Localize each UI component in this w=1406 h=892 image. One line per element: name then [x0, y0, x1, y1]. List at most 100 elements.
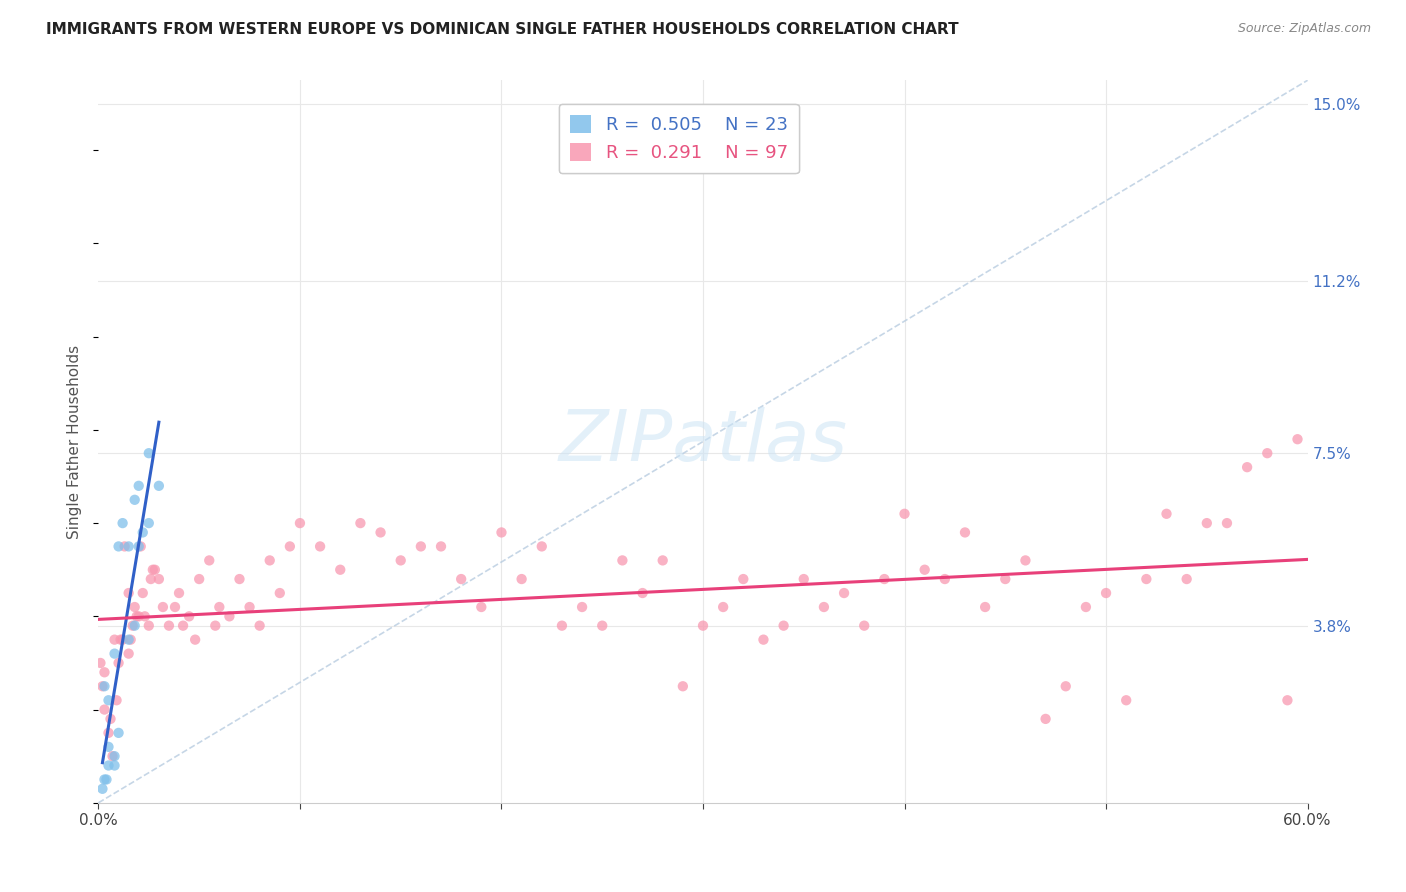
- Point: [96, 772, 118, 787]
- Point: [309, 540, 332, 554]
- Point: [118, 647, 141, 661]
- Point: [148, 572, 170, 586]
- Point: [179, 609, 201, 624]
- Point: [571, 600, 593, 615]
- Point: [1195, 516, 1218, 530]
- Point: [100, 712, 122, 726]
- Point: [793, 572, 815, 586]
- Point: [269, 586, 291, 600]
- Point: [249, 618, 271, 632]
- Text: Source: ZipAtlas.com: Source: ZipAtlas.com: [1237, 22, 1371, 36]
- Point: [1156, 507, 1178, 521]
- Point: [118, 632, 141, 647]
- Point: [128, 540, 150, 554]
- Point: [128, 479, 150, 493]
- Point: [103, 758, 125, 772]
- Point: [450, 572, 472, 586]
- Point: [132, 525, 155, 540]
- Point: [1115, 693, 1137, 707]
- Point: [1256, 446, 1278, 460]
- Point: [110, 632, 132, 647]
- Point: [1014, 553, 1036, 567]
- Point: [228, 572, 250, 586]
- Point: [91, 679, 114, 693]
- Point: [329, 563, 352, 577]
- Point: [152, 600, 174, 615]
- Point: [994, 572, 1017, 586]
- Text: ZIPatlas: ZIPatlas: [558, 407, 848, 476]
- Point: [1277, 693, 1299, 707]
- Point: [1236, 460, 1258, 475]
- Point: [91, 781, 114, 796]
- Point: [121, 618, 143, 632]
- Point: [101, 749, 124, 764]
- Point: [752, 632, 775, 647]
- Point: [97, 726, 120, 740]
- Point: [125, 609, 148, 624]
- Point: [118, 586, 141, 600]
- Y-axis label: Single Father Households: Single Father Households: [67, 344, 83, 539]
- Point: [128, 609, 150, 624]
- Point: [111, 632, 134, 647]
- Point: [103, 632, 125, 647]
- Point: [139, 572, 162, 586]
- Point: [111, 516, 134, 530]
- Point: [142, 563, 165, 577]
- Point: [208, 600, 231, 615]
- Point: [349, 516, 371, 530]
- Text: IMMIGRANTS FROM WESTERN EUROPE VS DOMINICAN SINGLE FATHER HOUSEHOLDS CORRELATION: IMMIGRANTS FROM WESTERN EUROPE VS DOMINI…: [46, 22, 959, 37]
- Point: [672, 679, 695, 693]
- Point: [278, 540, 301, 554]
- Point: [893, 507, 915, 521]
- Point: [198, 553, 221, 567]
- Point: [1095, 586, 1118, 600]
- Point: [93, 679, 115, 693]
- Point: [259, 553, 281, 567]
- Point: [1135, 572, 1157, 586]
- Point: [105, 693, 128, 707]
- Point: [409, 540, 432, 554]
- Point: [97, 739, 120, 754]
- Point: [157, 618, 180, 632]
- Point: [172, 618, 194, 632]
- Point: [107, 656, 129, 670]
- Point: [934, 572, 956, 586]
- Point: [470, 600, 492, 615]
- Point: [93, 665, 115, 680]
- Point: [148, 479, 170, 493]
- Point: [124, 618, 146, 632]
- Point: [491, 525, 513, 540]
- Point: [124, 600, 146, 615]
- Point: [974, 600, 997, 615]
- Point: [612, 553, 634, 567]
- Point: [1175, 572, 1198, 586]
- Point: [1286, 432, 1309, 446]
- Point: [138, 618, 160, 632]
- Point: [370, 525, 392, 540]
- Point: [510, 572, 533, 586]
- Point: [184, 632, 207, 647]
- Legend: R =  0.505    N = 23, R =  0.291    N = 97: R = 0.505 N = 23, R = 0.291 N = 97: [558, 103, 799, 173]
- Point: [914, 563, 936, 577]
- Point: [1216, 516, 1239, 530]
- Point: [107, 540, 129, 554]
- Point: [93, 772, 115, 787]
- Point: [218, 609, 240, 624]
- Point: [167, 586, 190, 600]
- Point: [1035, 712, 1057, 726]
- Point: [103, 647, 125, 661]
- Point: [132, 586, 155, 600]
- Point: [733, 572, 755, 586]
- Point: [288, 516, 311, 530]
- Point: [239, 600, 262, 615]
- Point: [711, 600, 734, 615]
- Point: [143, 563, 166, 577]
- Point: [188, 572, 211, 586]
- Point: [631, 586, 654, 600]
- Point: [138, 516, 160, 530]
- Point: [651, 553, 673, 567]
- Point: [389, 553, 412, 567]
- Point: [551, 618, 574, 632]
- Point: [1074, 600, 1097, 615]
- Point: [430, 540, 453, 554]
